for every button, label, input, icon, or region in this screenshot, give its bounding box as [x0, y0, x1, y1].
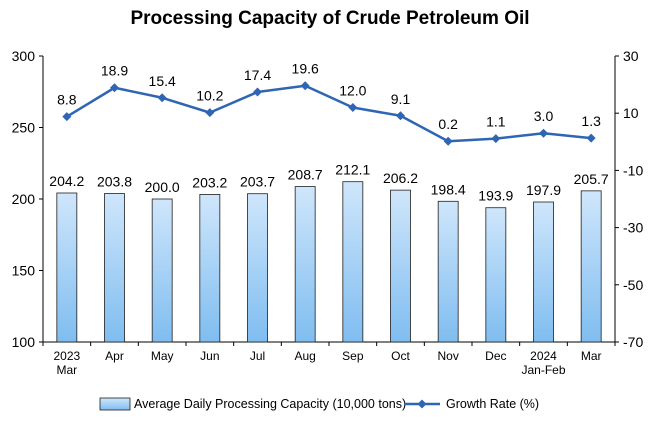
- x-tick-label-line: 2023: [53, 349, 80, 363]
- growth-rate-label: 3.0: [534, 108, 554, 124]
- growth-rate-label: 12.0: [339, 82, 366, 98]
- growth-rate-label: 10.2: [196, 88, 223, 104]
- x-tick-label-line: Mar: [56, 363, 77, 377]
- bar-value-label: 193.9: [478, 188, 513, 204]
- bar-value-label: 198.4: [431, 181, 466, 197]
- x-tick-label: Jun: [200, 349, 219, 363]
- growth-rate-label: 19.6: [292, 61, 319, 77]
- bar: [533, 201, 554, 343]
- growth-rate-label: 15.4: [149, 73, 176, 89]
- x-tick-label-line: May: [151, 349, 174, 363]
- right-tick-label: -30: [623, 220, 643, 236]
- growth-rate-marker: [348, 102, 358, 112]
- growth-rate-marker: [110, 83, 119, 93]
- x-tick-label-line: Oct: [391, 349, 410, 363]
- bar-value-label: 203.8: [97, 174, 132, 190]
- right-tick-label: -10: [623, 162, 643, 178]
- growth-rate-marker: [253, 87, 262, 97]
- legend-bar-label: Average Daily Processing Capacity (10,00…: [134, 397, 406, 411]
- right-tick-label: -70: [623, 334, 643, 350]
- growth-rate-marker: [396, 111, 405, 121]
- left-tick-label: 250: [12, 120, 36, 136]
- growth-rate-marker: [62, 112, 72, 122]
- x-tick-label: Mar: [581, 349, 602, 363]
- bar: [390, 189, 411, 343]
- x-tick-label-line: Aug: [294, 349, 315, 363]
- x-tick-label-line: 2024: [530, 349, 557, 363]
- bar-value-label: 203.2: [192, 174, 227, 190]
- bar-value-label: 206.2: [383, 170, 418, 186]
- growth-rate-label: 1.3: [581, 113, 601, 129]
- growth-rate-label: 18.9: [101, 63, 128, 79]
- x-tick-label: Dec: [485, 349, 506, 363]
- left-tick-label: 300: [12, 48, 36, 64]
- right-tick-label: -50: [623, 277, 643, 293]
- x-tick-label: May: [151, 349, 174, 363]
- bar: [104, 193, 125, 343]
- growth-rate-line: [66, 84, 592, 143]
- bar-value-label: 205.7: [574, 171, 609, 187]
- bar: [56, 192, 78, 343]
- left-tick-label: 100: [12, 334, 36, 350]
- x-tick-label-line: Dec: [485, 349, 506, 363]
- growth-rate-label: 8.8: [57, 92, 77, 108]
- growth-rate-label: 1.1: [486, 114, 506, 130]
- x-tick-label: Nov: [437, 349, 458, 363]
- bar-value-label: 200.0: [145, 179, 180, 195]
- x-tick-label-line: Apr: [105, 349, 124, 363]
- x-tick-label: Apr: [105, 349, 124, 363]
- x-tick-label: 2023 Mar: [53, 349, 80, 377]
- x-tick-label: 2024 Jan-Feb: [521, 349, 565, 377]
- bar: [151, 198, 173, 343]
- x-tick-label-line: Nov: [437, 349, 458, 363]
- x-tick-label-line: Jun: [200, 349, 219, 363]
- growth-rate-marker: [539, 128, 548, 138]
- growth-rate-marker: [205, 108, 215, 118]
- growth-rate-marker: [491, 134, 501, 144]
- x-tick-label-line: Jan-Feb: [521, 363, 565, 377]
- bar: [485, 207, 507, 343]
- growth-rate-label: 17.4: [244, 67, 271, 83]
- growth-rate-label: 0.2: [438, 116, 458, 132]
- bar-value-label: 208.7: [288, 167, 323, 183]
- legend-bar-swatch: [99, 397, 131, 411]
- growth-rate-marker: [443, 136, 453, 146]
- bar-value-label: 204.2: [49, 173, 84, 189]
- bar: [294, 186, 316, 343]
- x-tick-label: Aug: [294, 349, 315, 363]
- legend-line-label: Growth Rate (%): [446, 397, 539, 411]
- bar-value-label: 197.9: [526, 182, 561, 198]
- right-tick-label: 30: [623, 48, 639, 64]
- x-tick-label-line: Sep: [342, 349, 364, 363]
- right-tick-label: 10: [623, 105, 639, 121]
- bar: [580, 190, 602, 343]
- x-tick-label-line: Jul: [250, 349, 265, 363]
- growth-rate-label: 9.1: [391, 91, 411, 107]
- bar: [247, 193, 268, 343]
- legend-line-marker: [417, 399, 427, 409]
- x-tick-label: Sep: [342, 349, 364, 363]
- x-tick-label: Jul: [250, 349, 265, 363]
- bar-value-label: 212.1: [335, 162, 370, 178]
- left-tick-label: 200: [12, 191, 36, 207]
- bar: [437, 200, 459, 343]
- left-tick-label: 150: [12, 263, 36, 279]
- x-tick-label-line: Mar: [581, 349, 602, 363]
- bar: [342, 181, 364, 343]
- growth-rate-marker: [586, 133, 596, 143]
- chart-title: Processing Capacity of Crude Petroleum O…: [130, 8, 530, 29]
- bar-value-label: 203.7: [240, 174, 275, 190]
- growth-rate-marker: [157, 93, 167, 103]
- x-tick-label: Oct: [391, 349, 410, 363]
- bar: [199, 194, 221, 343]
- growth-rate-marker: [300, 81, 310, 91]
